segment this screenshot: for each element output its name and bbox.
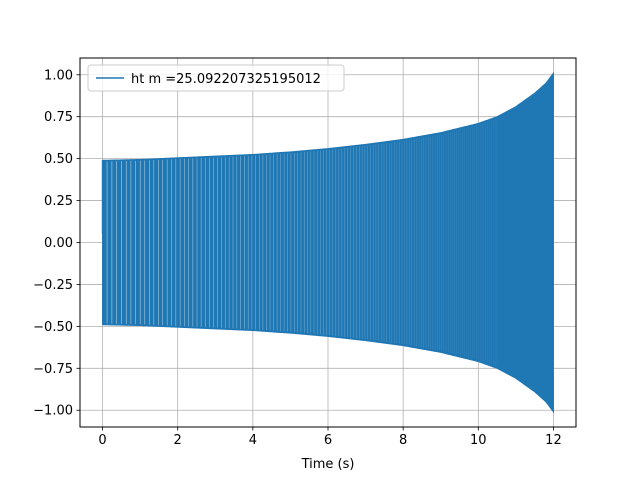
y-tick-label: 0.00 xyxy=(44,236,73,251)
series-waveform xyxy=(102,71,554,414)
x-tick-label: 10 xyxy=(470,433,487,448)
legend-label: ht m =25.092207325195012 xyxy=(131,72,321,87)
y-tick-label: 0.25 xyxy=(44,194,73,209)
y-tick-label: −1.00 xyxy=(33,404,73,419)
y-tick-label: −0.25 xyxy=(33,278,73,293)
legend: ht m =25.092207325195012 xyxy=(87,64,345,92)
y-tick-label: −0.50 xyxy=(33,320,73,335)
x-tick-label: 4 xyxy=(249,433,257,448)
x-axis-label: Time (s) xyxy=(301,457,355,472)
legend-box xyxy=(87,64,345,92)
y-tick-label: 1.00 xyxy=(44,68,73,83)
x-tick-label: 2 xyxy=(174,433,182,448)
series-layer xyxy=(101,71,554,414)
x-tick-label: 8 xyxy=(399,433,407,448)
series-oscillation-lines xyxy=(106,118,498,367)
y-tick-label: −0.75 xyxy=(33,362,73,377)
y-tick-label: 0.75 xyxy=(44,110,73,125)
axis-ticks: 0 2 4 6 8 10 12 −1.00 −0.75 −0.50 −0.25 0.00 0.25 0.5… xyxy=(33,68,562,448)
y-tick-label: 0.50 xyxy=(44,152,73,167)
x-tick-label: 0 xyxy=(98,433,106,448)
x-tick-label: 12 xyxy=(545,433,562,448)
x-tick-label: 6 xyxy=(324,433,332,448)
